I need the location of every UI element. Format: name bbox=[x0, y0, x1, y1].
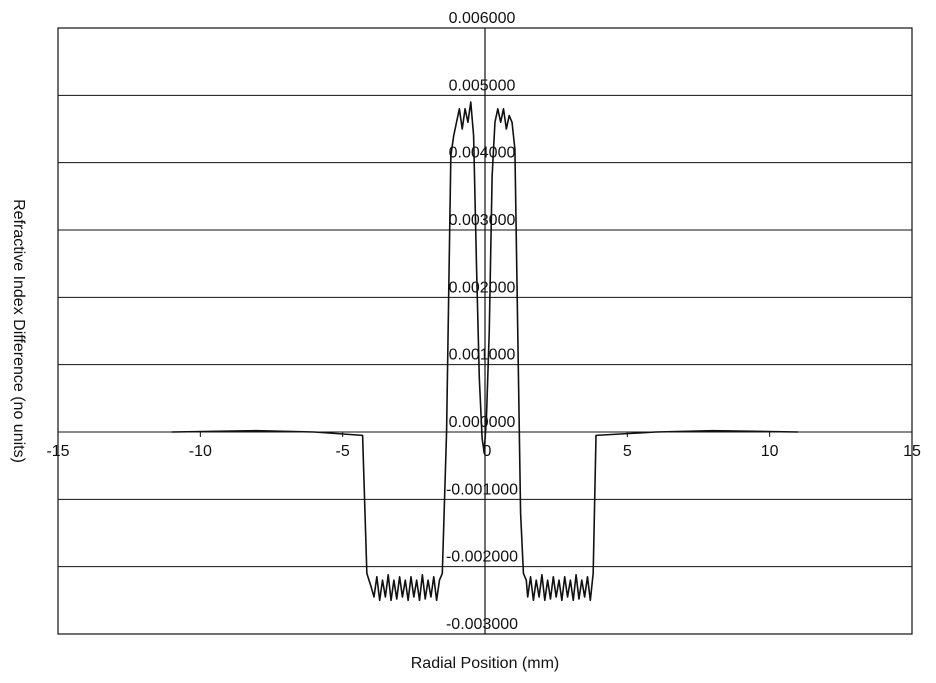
y-tick-label: -0.001000 bbox=[446, 481, 518, 498]
y-tick-label: 0.004000 bbox=[449, 145, 516, 162]
x-tick-label: -10 bbox=[189, 443, 212, 460]
y-tick-label: -0.002000 bbox=[446, 549, 518, 566]
y-tick-label: 0.003000 bbox=[449, 212, 516, 229]
y-axis-title: Refractive Index Difference (no units) bbox=[10, 199, 27, 463]
x-tick-label: 5 bbox=[623, 443, 632, 460]
x-tick-label: -5 bbox=[336, 443, 350, 460]
y-tick-label: 0.006000 bbox=[449, 10, 516, 27]
y-tick-label: 0.001000 bbox=[449, 347, 516, 364]
x-axis-title: Radial Position (mm) bbox=[411, 655, 559, 672]
x-tick-label: 10 bbox=[761, 443, 779, 460]
y-tick-label: 0.002000 bbox=[449, 279, 516, 296]
y-tick-label: 0.005000 bbox=[449, 77, 516, 94]
y-tick-label: -0.003000 bbox=[446, 616, 518, 633]
x-tick-label: 15 bbox=[903, 443, 921, 460]
x-tick-label: -15 bbox=[46, 443, 69, 460]
chart: Radial Position (mm) Refractive Index Di… bbox=[0, 0, 936, 683]
